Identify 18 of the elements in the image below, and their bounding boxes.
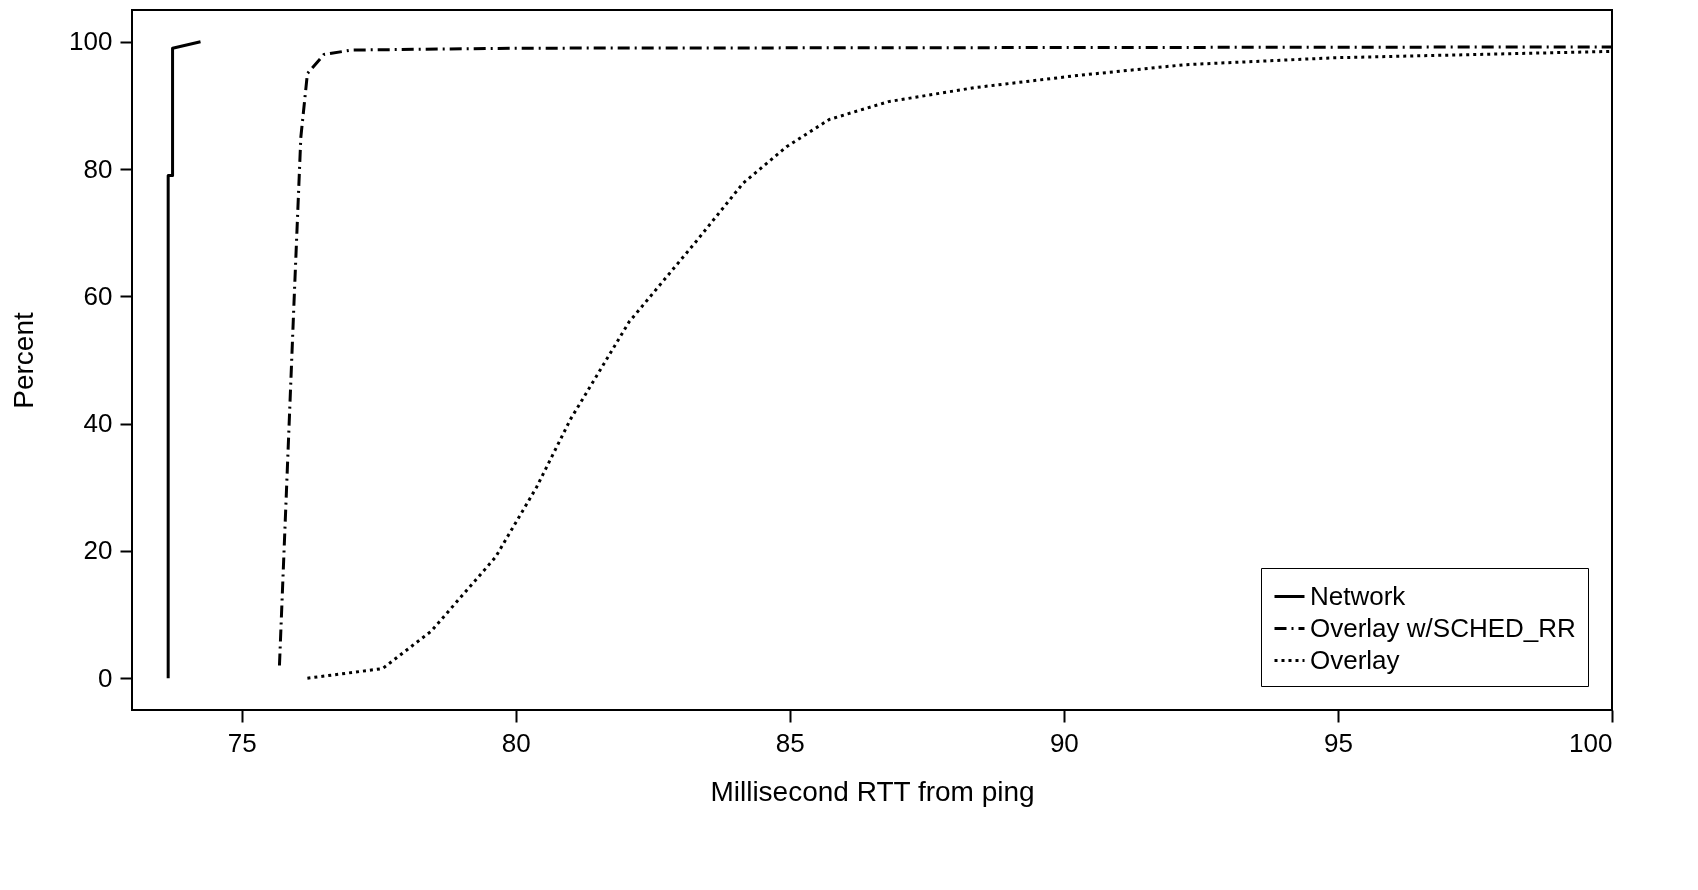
x-tick-label: 90 [1049,727,1079,758]
legend-label: Overlay w/SCHED_RR [1310,612,1576,643]
legend-label: Overlay [1310,644,1400,675]
x-tick-label: 85 [775,727,805,758]
x-tick-label: 100 [1569,727,1613,758]
legend-label: Network [1310,580,1407,611]
line-series [166,40,203,680]
y-tick-label: 100 [69,26,113,57]
y-tick-label: 20 [83,535,113,566]
y-axis-title: Percent [8,312,40,409]
x-tick-label: 75 [227,727,257,758]
y-tick-label: 0 [98,662,113,693]
y-tick-label: 40 [83,408,113,439]
x-tick-label: 80 [501,727,531,758]
y-tick-label: 60 [83,280,113,311]
x-tick-label: 95 [1323,727,1353,758]
x-axis-title: Millisecond RTT from ping [710,775,1035,807]
y-tick-label: 80 [83,153,113,184]
